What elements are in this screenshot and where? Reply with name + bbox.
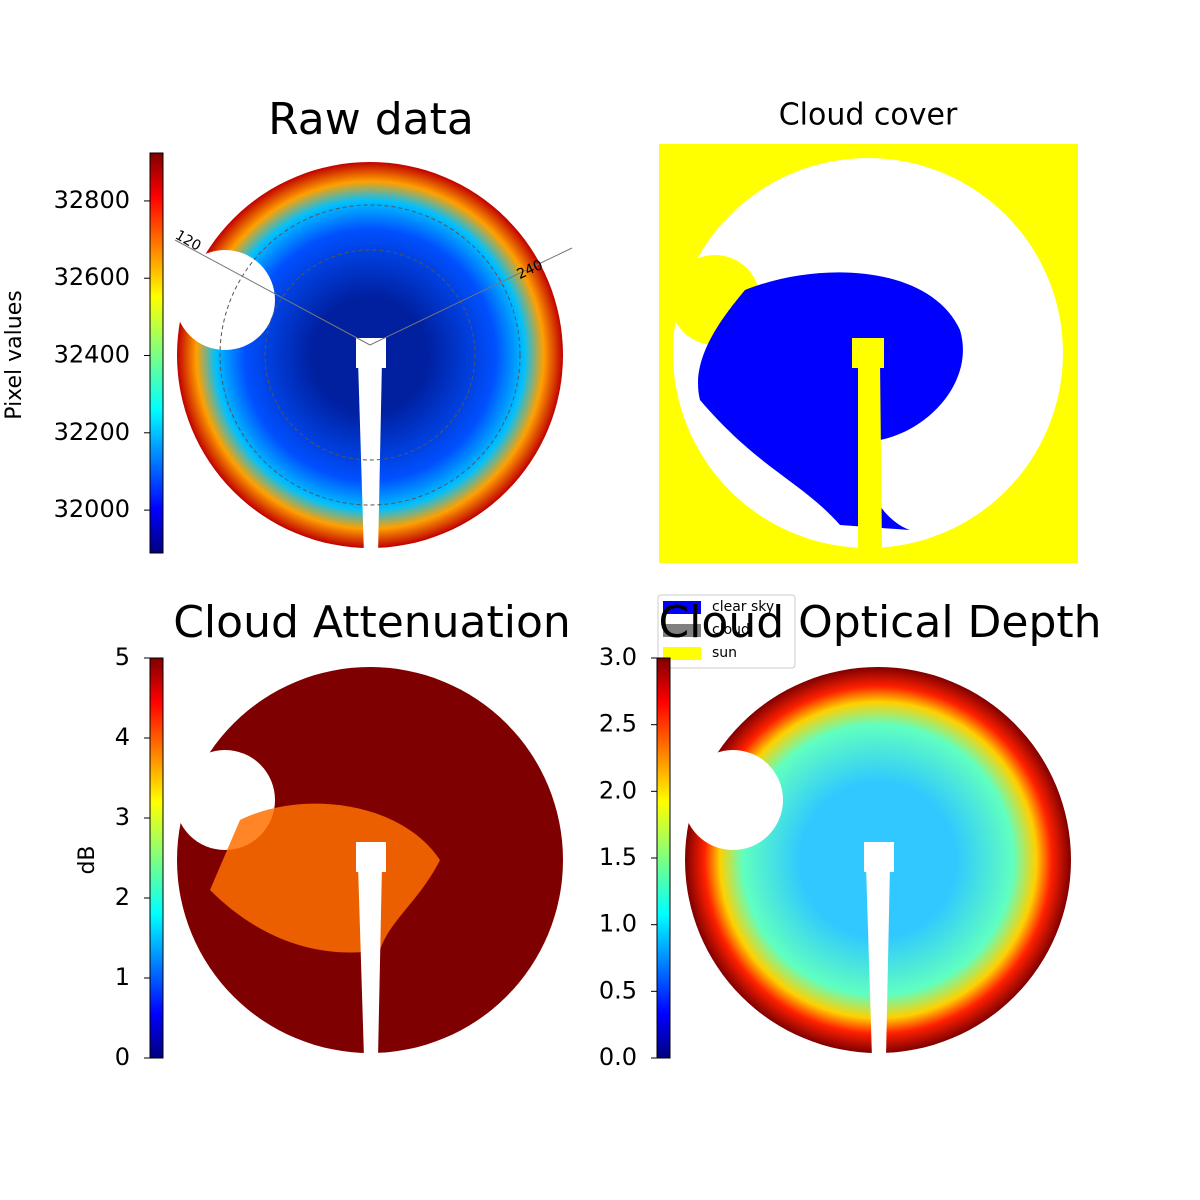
panel-title: Raw data [268,94,474,145]
colorbar-tick-label: 2.0 [599,776,637,804]
colorbar-tick-label: 0.5 [599,976,637,1004]
colorbar-tick-label: 4 [115,723,130,751]
colorbar-tick-label: 0.0 [599,1043,637,1071]
optical-depth-image [683,667,1071,1058]
colorbar-tick-label: 32600 [54,263,130,291]
colorbar [656,657,671,1059]
legend-swatch [663,624,701,637]
panel-title: Cloud Attenuation [173,597,571,648]
cloud-cover-image [659,144,1078,563]
colorbar-tick-label: 5 [115,643,130,671]
attenuation-image [175,667,563,1058]
colorbar [149,152,164,554]
colorbar-tick-label: 3.0 [599,643,637,671]
legend-label: clear sky [712,599,774,615]
colorbar-tick-label: 3 [115,803,130,831]
colorbar-tick-label: 32000 [54,495,130,523]
colorbar-tick-label: 2 [115,883,130,911]
colorbar-label: dB [75,845,100,874]
panel-title: Cloud cover [779,98,958,133]
colorbar-tick-label: 32200 [54,418,130,446]
colorbar-tick-label: 32400 [54,341,130,369]
colorbar-tick-label: 2.5 [599,710,637,738]
colorbar-tick-label: 1.0 [599,910,637,938]
legend-swatch [663,647,701,660]
polar-label: 120 [172,227,203,254]
legend-swatch [663,601,701,614]
raw-image [174,162,573,555]
colorbar [149,657,164,1059]
legend-label: sun [712,645,737,661]
colorbar-tick-label: 0 [115,1043,130,1071]
colorbar-tick-label: 1.5 [599,843,637,871]
colorbar-tick-label: 32800 [54,186,130,214]
panel-title: Cloud Optical Depth [658,597,1101,648]
colorbar-label: Pixel values [2,290,27,419]
legend-label: cloud [712,622,750,638]
colorbar-tick-label: 1 [115,963,130,991]
